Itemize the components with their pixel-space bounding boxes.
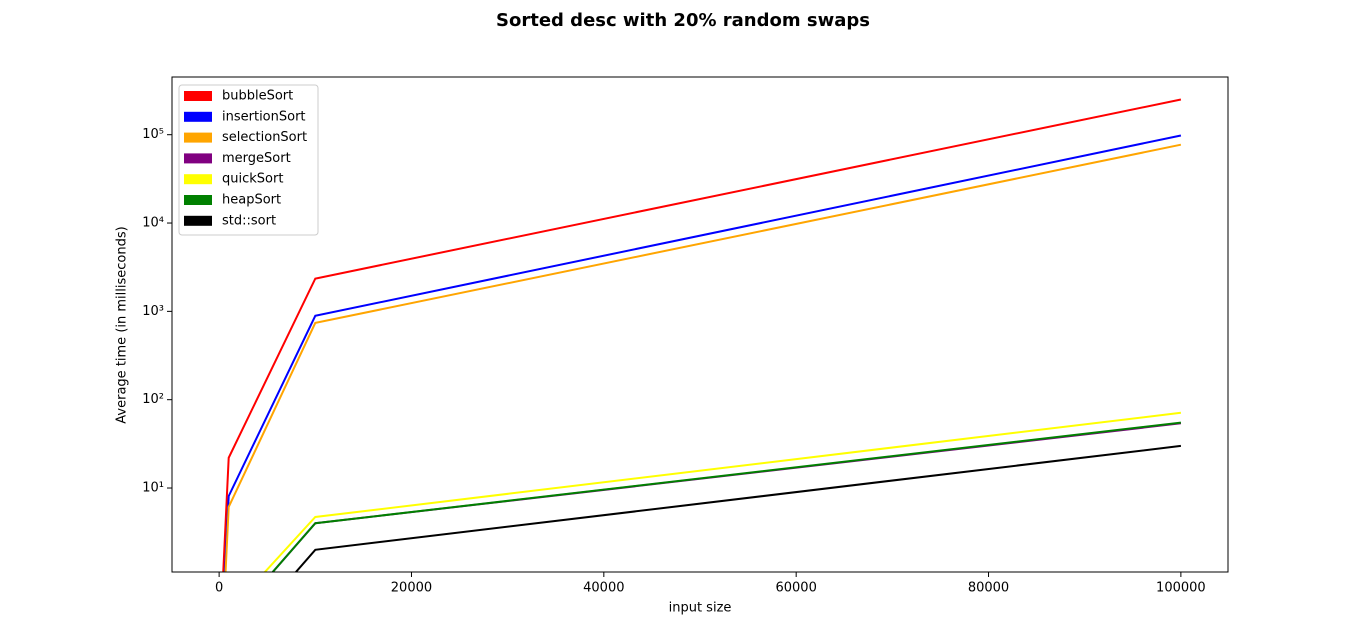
series-line [263, 411, 1182, 572]
legend-label: std::sort [222, 213, 276, 228]
series-line [224, 134, 1182, 572]
series-line [224, 143, 1182, 572]
legend-swatch [184, 111, 212, 122]
y-tick-label: 10¹ [142, 481, 164, 496]
y-axis-label: Average time (in milliseconds) [115, 226, 130, 423]
chart-title: Sorted desc with 20% random swaps [496, 10, 870, 31]
x-tick-label: 60000 [775, 581, 816, 596]
x-tick-label: 0 [215, 581, 223, 596]
legend-swatch [184, 132, 212, 143]
y-tick-label: 10⁵ [142, 127, 164, 142]
legend-label: insertionSort [222, 109, 306, 124]
legend-label: bubbleSort [222, 89, 293, 104]
legend-swatch [184, 215, 212, 226]
series-line [294, 444, 1182, 572]
legend-label: heapSort [222, 193, 281, 208]
y-tick-label: 10³ [142, 304, 164, 319]
legend-swatch [184, 174, 212, 185]
series-line [271, 421, 1182, 572]
legend-label: mergeSort [222, 151, 291, 166]
legend-swatch [184, 153, 212, 164]
series-line [222, 98, 1182, 572]
x-tick-label: 40000 [583, 581, 624, 596]
legend-swatch [184, 91, 212, 101]
legend-label: quickSort [222, 172, 283, 187]
legend-label: selectionSort [222, 130, 307, 145]
x-tick-label: 100000 [1156, 581, 1206, 596]
legend-swatch [184, 195, 212, 205]
x-axis-label: input size [669, 601, 732, 616]
y-tick-label: 10² [142, 392, 164, 407]
x-tick-label: 20000 [391, 581, 432, 596]
plot-lines [222, 98, 1182, 572]
x-tick-label: 80000 [968, 581, 1009, 596]
y-tick-label: 10⁴ [142, 216, 164, 231]
legend-box [178, 84, 319, 236]
plot-frame [171, 76, 1229, 573]
